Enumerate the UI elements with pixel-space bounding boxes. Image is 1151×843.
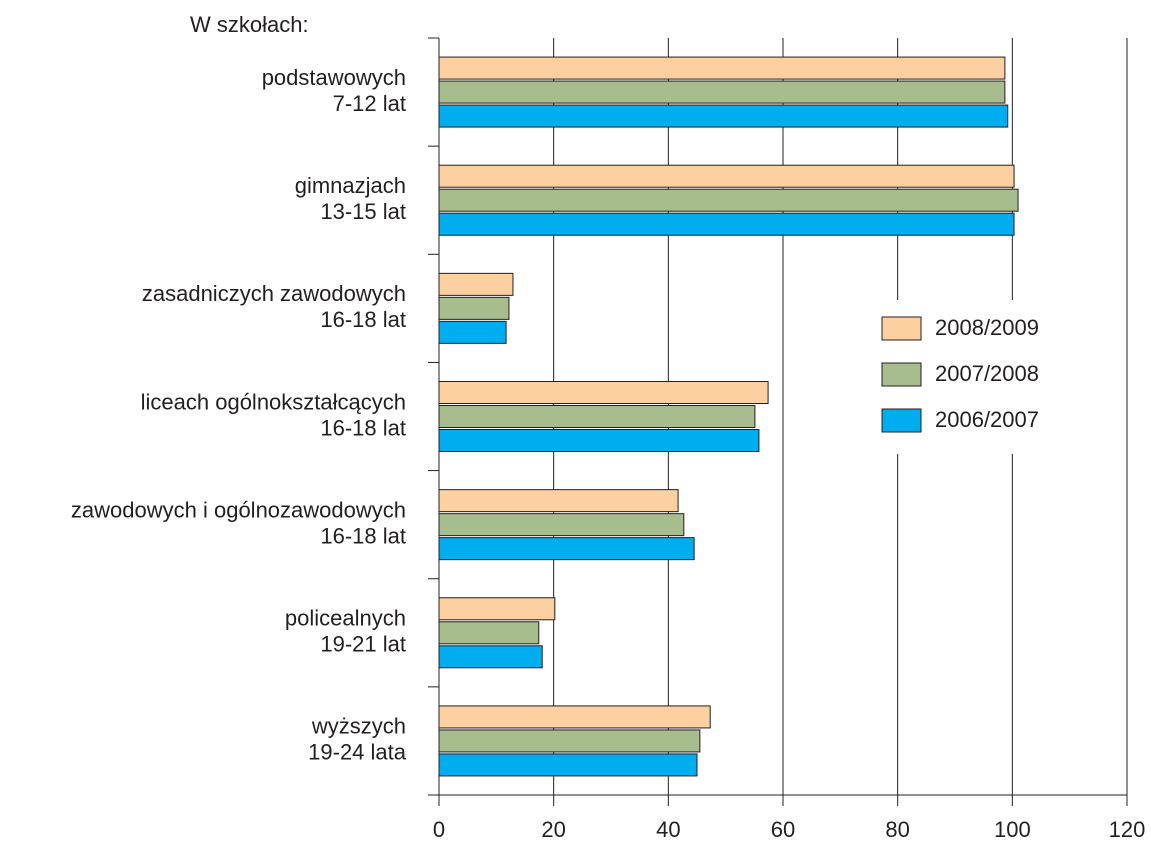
category-label: wyższych (311, 714, 406, 739)
category-label: zasadniczych zawodowych (142, 281, 406, 306)
x-tick-label: 40 (656, 817, 680, 842)
bar (438, 56, 1006, 80)
category-label: zawodowych i ogólnozawodowych (71, 497, 406, 522)
bar (438, 188, 1019, 212)
bar (438, 296, 510, 320)
legend-label: 2007/2008 (935, 361, 1039, 386)
chart-title: W szkołach: (190, 12, 309, 37)
bar (438, 513, 685, 537)
x-tick-label: 100 (994, 817, 1031, 842)
category-label: 16-18 lat (320, 307, 406, 332)
bar (438, 729, 701, 753)
bar (438, 320, 507, 344)
category-label: policealnych (285, 606, 406, 631)
category-label: 16-18 lat (320, 523, 406, 548)
category-label: 16-18 lat (320, 415, 406, 440)
bar (438, 705, 711, 729)
bar (438, 621, 540, 645)
x-tick-label: 60 (771, 817, 795, 842)
x-tick-label: 0 (433, 817, 445, 842)
bar (438, 164, 1015, 188)
category-label: 13-15 lat (320, 199, 406, 224)
category-label: 19-24 lata (308, 740, 407, 765)
bar (438, 645, 543, 669)
bar (438, 489, 679, 513)
x-tick-label: 20 (541, 817, 565, 842)
legend-swatch (881, 408, 922, 433)
category-label: 19-21 lat (320, 632, 406, 657)
x-tick-label: 80 (885, 817, 909, 842)
legend-label: 2006/2007 (935, 407, 1039, 432)
bar (438, 597, 556, 621)
bar (438, 212, 1015, 236)
bar (438, 405, 756, 428)
category-label: 7-12 lat (333, 91, 406, 116)
legend-swatch (881, 362, 922, 387)
category-label: liceach ogólnokształcących (141, 389, 406, 414)
bar (438, 429, 760, 452)
bar (438, 537, 695, 561)
bar (438, 80, 1006, 104)
bar (438, 753, 698, 777)
legend-swatch (881, 316, 922, 341)
legend-label: 2008/2009 (935, 315, 1039, 340)
x-tick-label: 120 (1109, 817, 1146, 842)
category-label: podstawowych (262, 65, 406, 90)
bar (438, 381, 769, 404)
bar (438, 104, 1009, 128)
category-label: gimnazjach (295, 173, 406, 198)
bar (438, 272, 514, 296)
